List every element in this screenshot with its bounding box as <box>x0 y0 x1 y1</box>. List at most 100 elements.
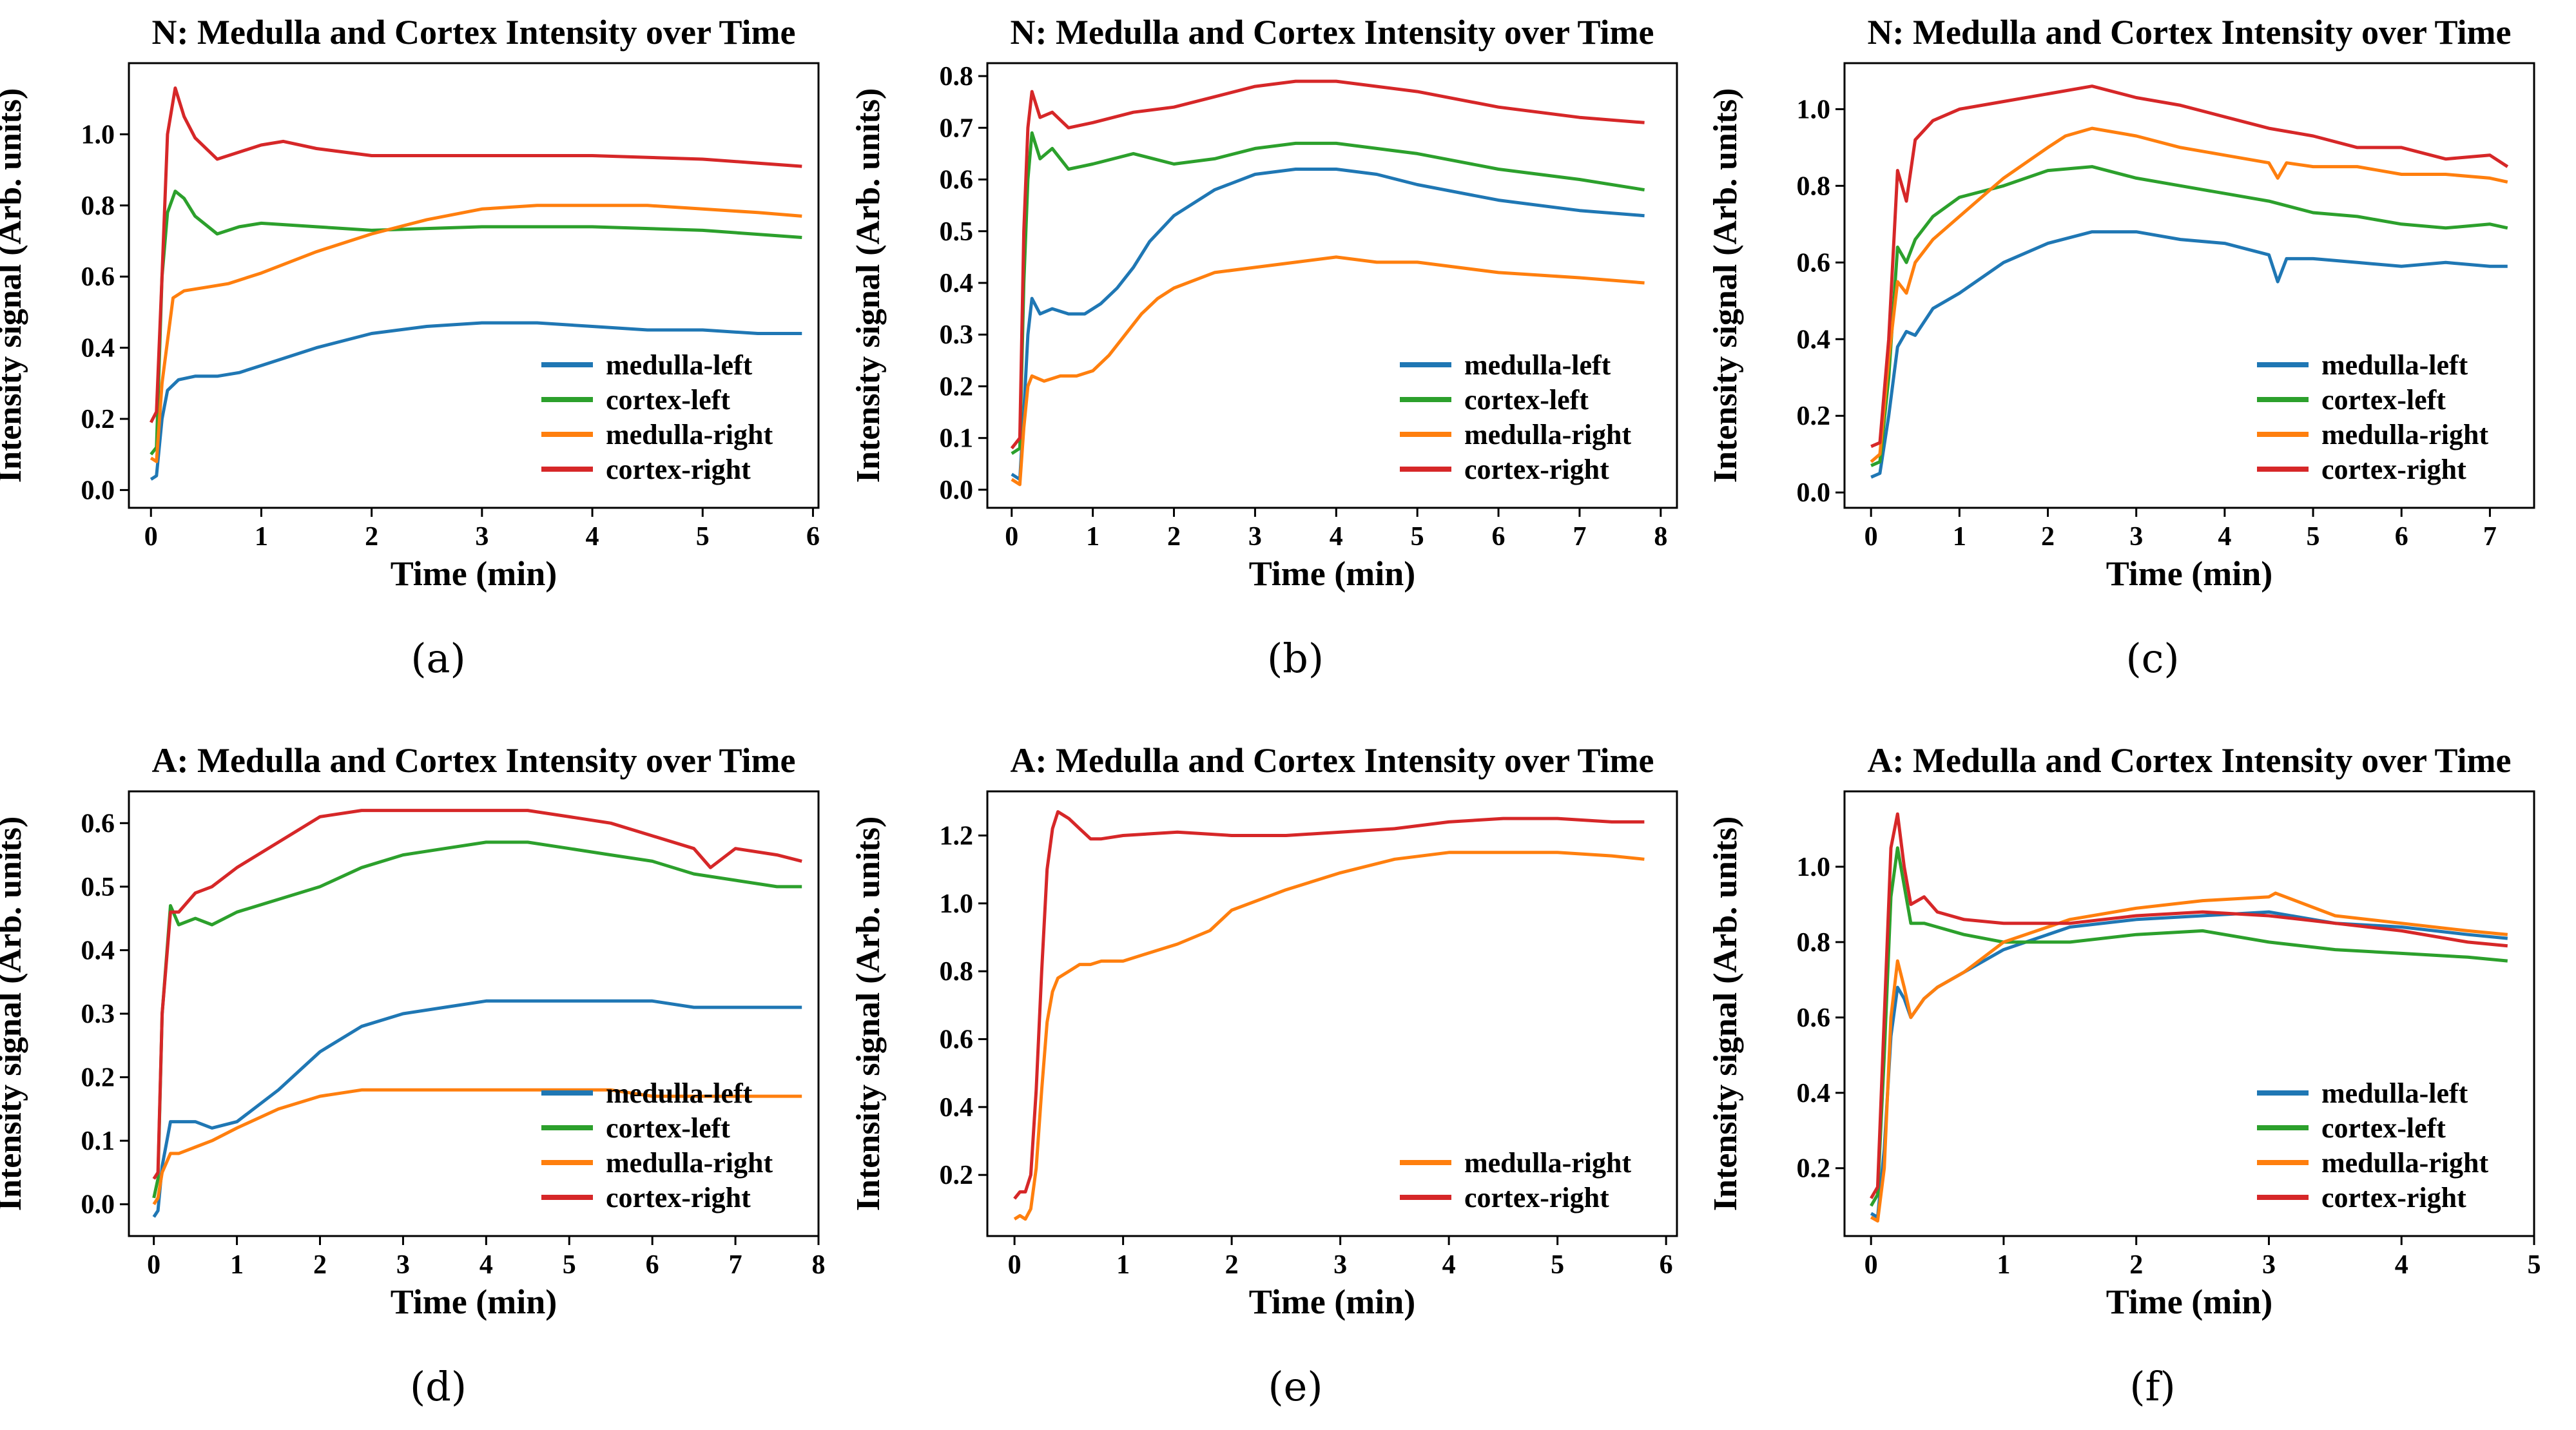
x-tick-label: 2 <box>2129 1250 2143 1280</box>
x-tick-label: 1 <box>1086 522 1099 552</box>
series-line-medulla-left <box>152 999 802 1218</box>
y-tick-label: 0.8 <box>81 191 115 221</box>
series-line-medulla-right <box>152 1088 802 1206</box>
y-tick-label: 0.2 <box>940 372 974 401</box>
legend-entry: medulla-right <box>606 419 773 450</box>
series-line-cortex-right <box>152 809 802 1180</box>
x-tick-label: 7 <box>1573 522 1586 552</box>
legend-entry: cortex-left <box>2321 1112 2446 1144</box>
y-tick-label: 0.2 <box>81 1063 115 1093</box>
x-tick-label: 5 <box>1411 522 1424 552</box>
chart-title: A: Medulla and Cortex Intensity over Tim… <box>152 741 796 780</box>
legend: medulla-leftcortex-leftmedulla-rightcort… <box>2257 1077 2488 1213</box>
y-axis-label: Intensity signal (Arb. units) <box>1707 88 1744 483</box>
series-line-cortex-right <box>1870 84 2509 449</box>
series-line-medulla-right <box>150 204 802 463</box>
chart-panel-5: A: Medulla and Cortex Intensity over Tim… <box>850 741 1678 1321</box>
y-tick-label: 0.8 <box>940 62 974 92</box>
plot-frame <box>986 62 1678 509</box>
y-axis-label: Intensity signal (Arb. units) <box>0 816 28 1212</box>
chart-panel-6: A: Medulla and Cortex Intensity over Tim… <box>1707 741 2541 1321</box>
y-tick-label: 1.0 <box>1797 853 1831 882</box>
legend-entry: medulla-right <box>1464 1147 1631 1179</box>
legend-entry: medulla-right <box>606 1147 773 1179</box>
series-line-cortex-left <box>1870 846 2508 1207</box>
y-tick-label: 0.4 <box>940 1093 974 1123</box>
y-axis-label: Intensity signal (Arb. units) <box>0 88 28 483</box>
x-tick-label: 2 <box>2041 522 2055 552</box>
y-tick-label: 1.0 <box>81 120 115 150</box>
y-tick-label: 0.2 <box>81 405 115 434</box>
x-tick-label: 0 <box>1864 1250 1878 1280</box>
x-axis-label: Time (min) <box>2106 1282 2272 1321</box>
series-line-medulla-right <box>1013 851 1645 1221</box>
legend-entry: medulla-left <box>606 349 753 381</box>
y-axis-label: Intensity signal (Arb. units) <box>850 88 887 483</box>
chart-panel-2: N: Medulla and Cortex Intensity over Tim… <box>850 13 1678 593</box>
chart-panel-4: A: Medulla and Cortex Intensity over Tim… <box>0 741 826 1321</box>
legend: medulla-leftcortex-leftmedulla-rightcort… <box>541 349 773 485</box>
legend-entry: cortex-right <box>606 454 751 485</box>
y-tick-label: 0.8 <box>1797 171 1831 201</box>
series-line-cortex-left <box>1011 131 1645 455</box>
series-line-cortex-right <box>1870 812 2508 1199</box>
x-tick-label: 3 <box>1333 1250 1347 1280</box>
x-tick-label: 3 <box>2129 522 2143 552</box>
legend-entry: cortex-right <box>1464 454 1609 485</box>
x-tick-label: 5 <box>696 522 710 552</box>
y-tick-label: 0.0 <box>1797 478 1831 508</box>
y-tick-label: 0.2 <box>1797 401 1831 431</box>
x-tick-label: 1 <box>1997 1250 2010 1280</box>
x-tick-label: 2 <box>1167 522 1181 552</box>
y-axis-label: Intensity signal (Arb. units) <box>1707 816 1744 1212</box>
x-tick-label: 1 <box>255 522 268 552</box>
panel-label-f: (f) <box>2129 1363 2176 1410</box>
y-tick-label: 1.0 <box>1797 95 1831 124</box>
series-line-medulla-left <box>1011 168 1645 481</box>
y-tick-label: 0.1 <box>940 424 974 454</box>
y-tick-label: 0.6 <box>1797 1003 1831 1033</box>
legend: medulla-leftcortex-leftmedulla-rightcort… <box>1400 349 1631 485</box>
series-line-cortex-right <box>1013 810 1645 1200</box>
x-tick-label: 0 <box>1864 522 1878 552</box>
x-tick-label: 6 <box>806 522 820 552</box>
x-tick-label: 2 <box>313 1250 327 1280</box>
legend-entry: cortex-left <box>2321 384 2446 416</box>
legend-entry: medulla-left <box>2321 1077 2468 1109</box>
plot-frame <box>1843 790 2535 1237</box>
y-axis-label: Intensity signal (Arb. units) <box>850 816 887 1212</box>
x-tick-label: 4 <box>2395 1250 2408 1280</box>
legend-entry: cortex-left <box>606 1112 730 1144</box>
x-axis-label: Time (min) <box>1249 1282 1415 1321</box>
legend-entry: medulla-left <box>1464 349 1611 381</box>
series-line-medulla-right <box>1870 891 2508 1223</box>
x-tick-label: 7 <box>729 1250 742 1280</box>
x-tick-label: 0 <box>147 1250 160 1280</box>
x-tick-label: 1 <box>1953 522 1966 552</box>
x-tick-label: 5 <box>1551 1250 1564 1280</box>
y-tick-label: 0.0 <box>81 476 115 505</box>
x-tick-label: 2 <box>1225 1250 1239 1280</box>
x-tick-label: 3 <box>475 522 489 552</box>
y-tick-label: 0.6 <box>940 166 974 195</box>
x-tick-label: 7 <box>2483 522 2497 552</box>
x-tick-label: 0 <box>1005 522 1018 552</box>
legend-entry: medulla-left <box>606 1077 753 1109</box>
legend-entry: medulla-left <box>2321 349 2468 381</box>
legend-entry: cortex-right <box>1464 1182 1609 1213</box>
legend-entry: medulla-right <box>2321 1147 2488 1179</box>
y-tick-label: 0.2 <box>940 1161 974 1190</box>
x-tick-label: 3 <box>396 1250 410 1280</box>
x-tick-label: 3 <box>2262 1250 2276 1280</box>
series-line-medulla-left <box>150 321 802 481</box>
x-tick-label: 6 <box>1492 522 1506 552</box>
x-tick-label: 2 <box>365 522 378 552</box>
legend-entry: cortex-left <box>1464 384 1589 416</box>
chart-title: N: Medulla and Cortex Intensity over Tim… <box>1011 13 1654 52</box>
x-tick-label: 5 <box>2528 1250 2541 1280</box>
legend-entry: cortex-right <box>606 1182 751 1213</box>
y-tick-label: 1.0 <box>940 889 974 919</box>
plot-frame <box>1843 62 2535 509</box>
legend-entry: cortex-right <box>2321 1182 2466 1213</box>
